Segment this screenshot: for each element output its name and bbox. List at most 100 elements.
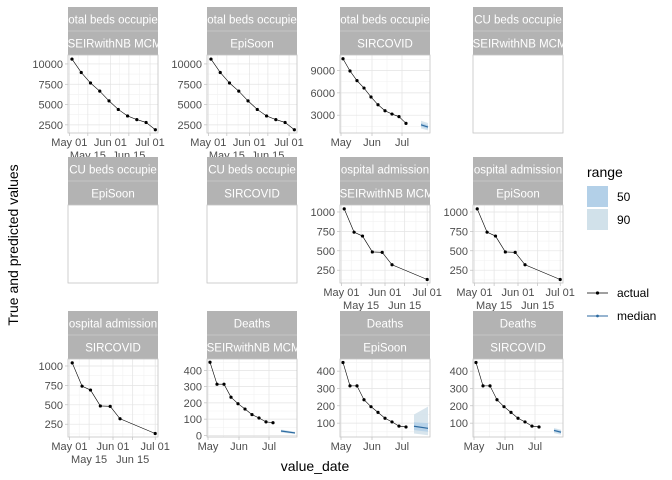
- x-tick-label: Jul: [262, 441, 276, 453]
- y-tick-label: 200: [184, 398, 202, 410]
- actual-point: [257, 416, 261, 420]
- y-tick-label: 200: [450, 401, 468, 413]
- actual-point: [383, 109, 387, 113]
- panel-border: [67, 358, 159, 438]
- facet-strip: [340, 7, 430, 31]
- facet-strip-label: otal beds occupie: [340, 15, 430, 27]
- actual-point: [80, 384, 84, 388]
- facet-strip: [207, 335, 297, 359]
- actual-point: [243, 407, 247, 411]
- actual-point: [218, 70, 222, 75]
- facet-panel: CU beds occupie tSEIRwithNB MCM: [472, 7, 564, 134]
- actual-point: [380, 250, 384, 254]
- y-tick-label: 10000: [32, 59, 63, 71]
- actual-point: [523, 420, 527, 424]
- actual-point: [370, 250, 374, 254]
- facet-strip-label: SIRCOVID: [490, 343, 546, 355]
- facet-strip-label: tSEIRwithNB MCM: [64, 39, 161, 51]
- actual-point: [135, 117, 139, 122]
- actual-line: [342, 362, 407, 428]
- actual-point: [355, 79, 359, 83]
- facet-strip-label: SIRCOVID: [85, 343, 141, 355]
- y-tick-label: 6000: [311, 88, 335, 100]
- actual-point: [502, 405, 506, 409]
- actual-point: [264, 420, 268, 424]
- panel-background: [207, 205, 297, 283]
- actual-point: [116, 107, 120, 112]
- actual-point: [355, 384, 359, 388]
- actual-point: [79, 70, 83, 75]
- facet-strip: [207, 311, 297, 335]
- legend-range-title: range: [587, 164, 623, 180]
- panel-border: [472, 358, 564, 438]
- facet-strip-label: ospital admission: [341, 165, 429, 177]
- x-tick-label: May: [331, 137, 352, 149]
- x-tick-label: Jul 01: [413, 287, 442, 299]
- panel-background: [473, 359, 563, 437]
- actual-line: [475, 362, 540, 428]
- x-tick-label: May 01: [51, 137, 87, 149]
- facet-panel: CU beds occupie SIRCOVID: [206, 157, 298, 284]
- y-tick-label: 10000: [171, 59, 202, 71]
- x-tick-label: Jun: [496, 441, 514, 453]
- x-tick-label: May 01: [323, 287, 359, 299]
- actual-point: [209, 57, 213, 61]
- actual-point: [271, 421, 275, 425]
- x-tick-label: Jul 01: [546, 287, 575, 299]
- y-tick-label: 2500: [39, 120, 63, 132]
- plot-area: [340, 205, 430, 283]
- forecast-median-line: [420, 124, 429, 128]
- actual-point: [376, 410, 380, 414]
- actual-point: [516, 416, 520, 420]
- y-tick-label: 750: [45, 380, 63, 392]
- actual-point: [537, 425, 541, 429]
- panel-background: [207, 55, 297, 133]
- actual-point: [352, 230, 356, 234]
- facet-panels: otal beds occupie tSEIRwithNB MCM 2500 5000…: [32, 7, 575, 466]
- facet-strip: [207, 7, 297, 31]
- actual-point: [250, 412, 254, 417]
- plot-area: [207, 55, 297, 133]
- facet-strip-label: ospital admission: [69, 319, 157, 331]
- x-tick-label: Jun 01: [501, 287, 534, 299]
- legend-label-median: median: [617, 309, 656, 323]
- actual-line: [71, 58, 156, 130]
- actual-line: [209, 362, 274, 423]
- facet-strip: [68, 157, 158, 181]
- facet-strip: [340, 311, 430, 335]
- x-tick-label: May: [198, 441, 219, 453]
- facet-strip: [68, 181, 158, 205]
- x-tick-label: May 15: [476, 300, 512, 312]
- y-tick-label: 500: [45, 400, 63, 412]
- actual-point: [509, 410, 513, 414]
- actual-point: [404, 121, 408, 125]
- x-tick-label: Jun 15: [521, 300, 554, 312]
- x-tick-label: Jul: [528, 441, 542, 453]
- actual-point: [523, 263, 527, 267]
- legend: range 50 90 actual median: [587, 164, 656, 323]
- actual-point: [227, 81, 232, 85]
- actual-point: [485, 230, 489, 234]
- legend-key-50: [587, 186, 608, 207]
- facet-strip-label: otal beds occupie: [207, 15, 297, 27]
- y-tick-label: 250: [450, 265, 468, 277]
- panel-background: [340, 55, 430, 133]
- y-tick-label: 100: [450, 418, 468, 430]
- actual-point: [222, 382, 226, 386]
- actual-point: [348, 384, 352, 388]
- legend-key-median-point: [596, 314, 599, 318]
- actual-point: [107, 99, 111, 103]
- y-tick-label: 300: [317, 383, 335, 395]
- y-axis-title: True and predicted values: [5, 164, 21, 325]
- plot-area: [473, 205, 563, 283]
- y-tick-label: 400: [317, 366, 335, 378]
- facet-strip: [473, 311, 563, 335]
- y-tick-label: 5000: [178, 100, 202, 112]
- x-tick-label: Jul: [395, 441, 409, 453]
- actual-point: [362, 86, 366, 90]
- x-tick-label: May 15: [71, 454, 107, 466]
- actual-point: [88, 81, 93, 85]
- actual-point: [383, 416, 387, 420]
- actual-point: [215, 382, 219, 386]
- facet-panel: otal beds occupie tSEIRwithNB MCM 2500 5000…: [32, 7, 165, 162]
